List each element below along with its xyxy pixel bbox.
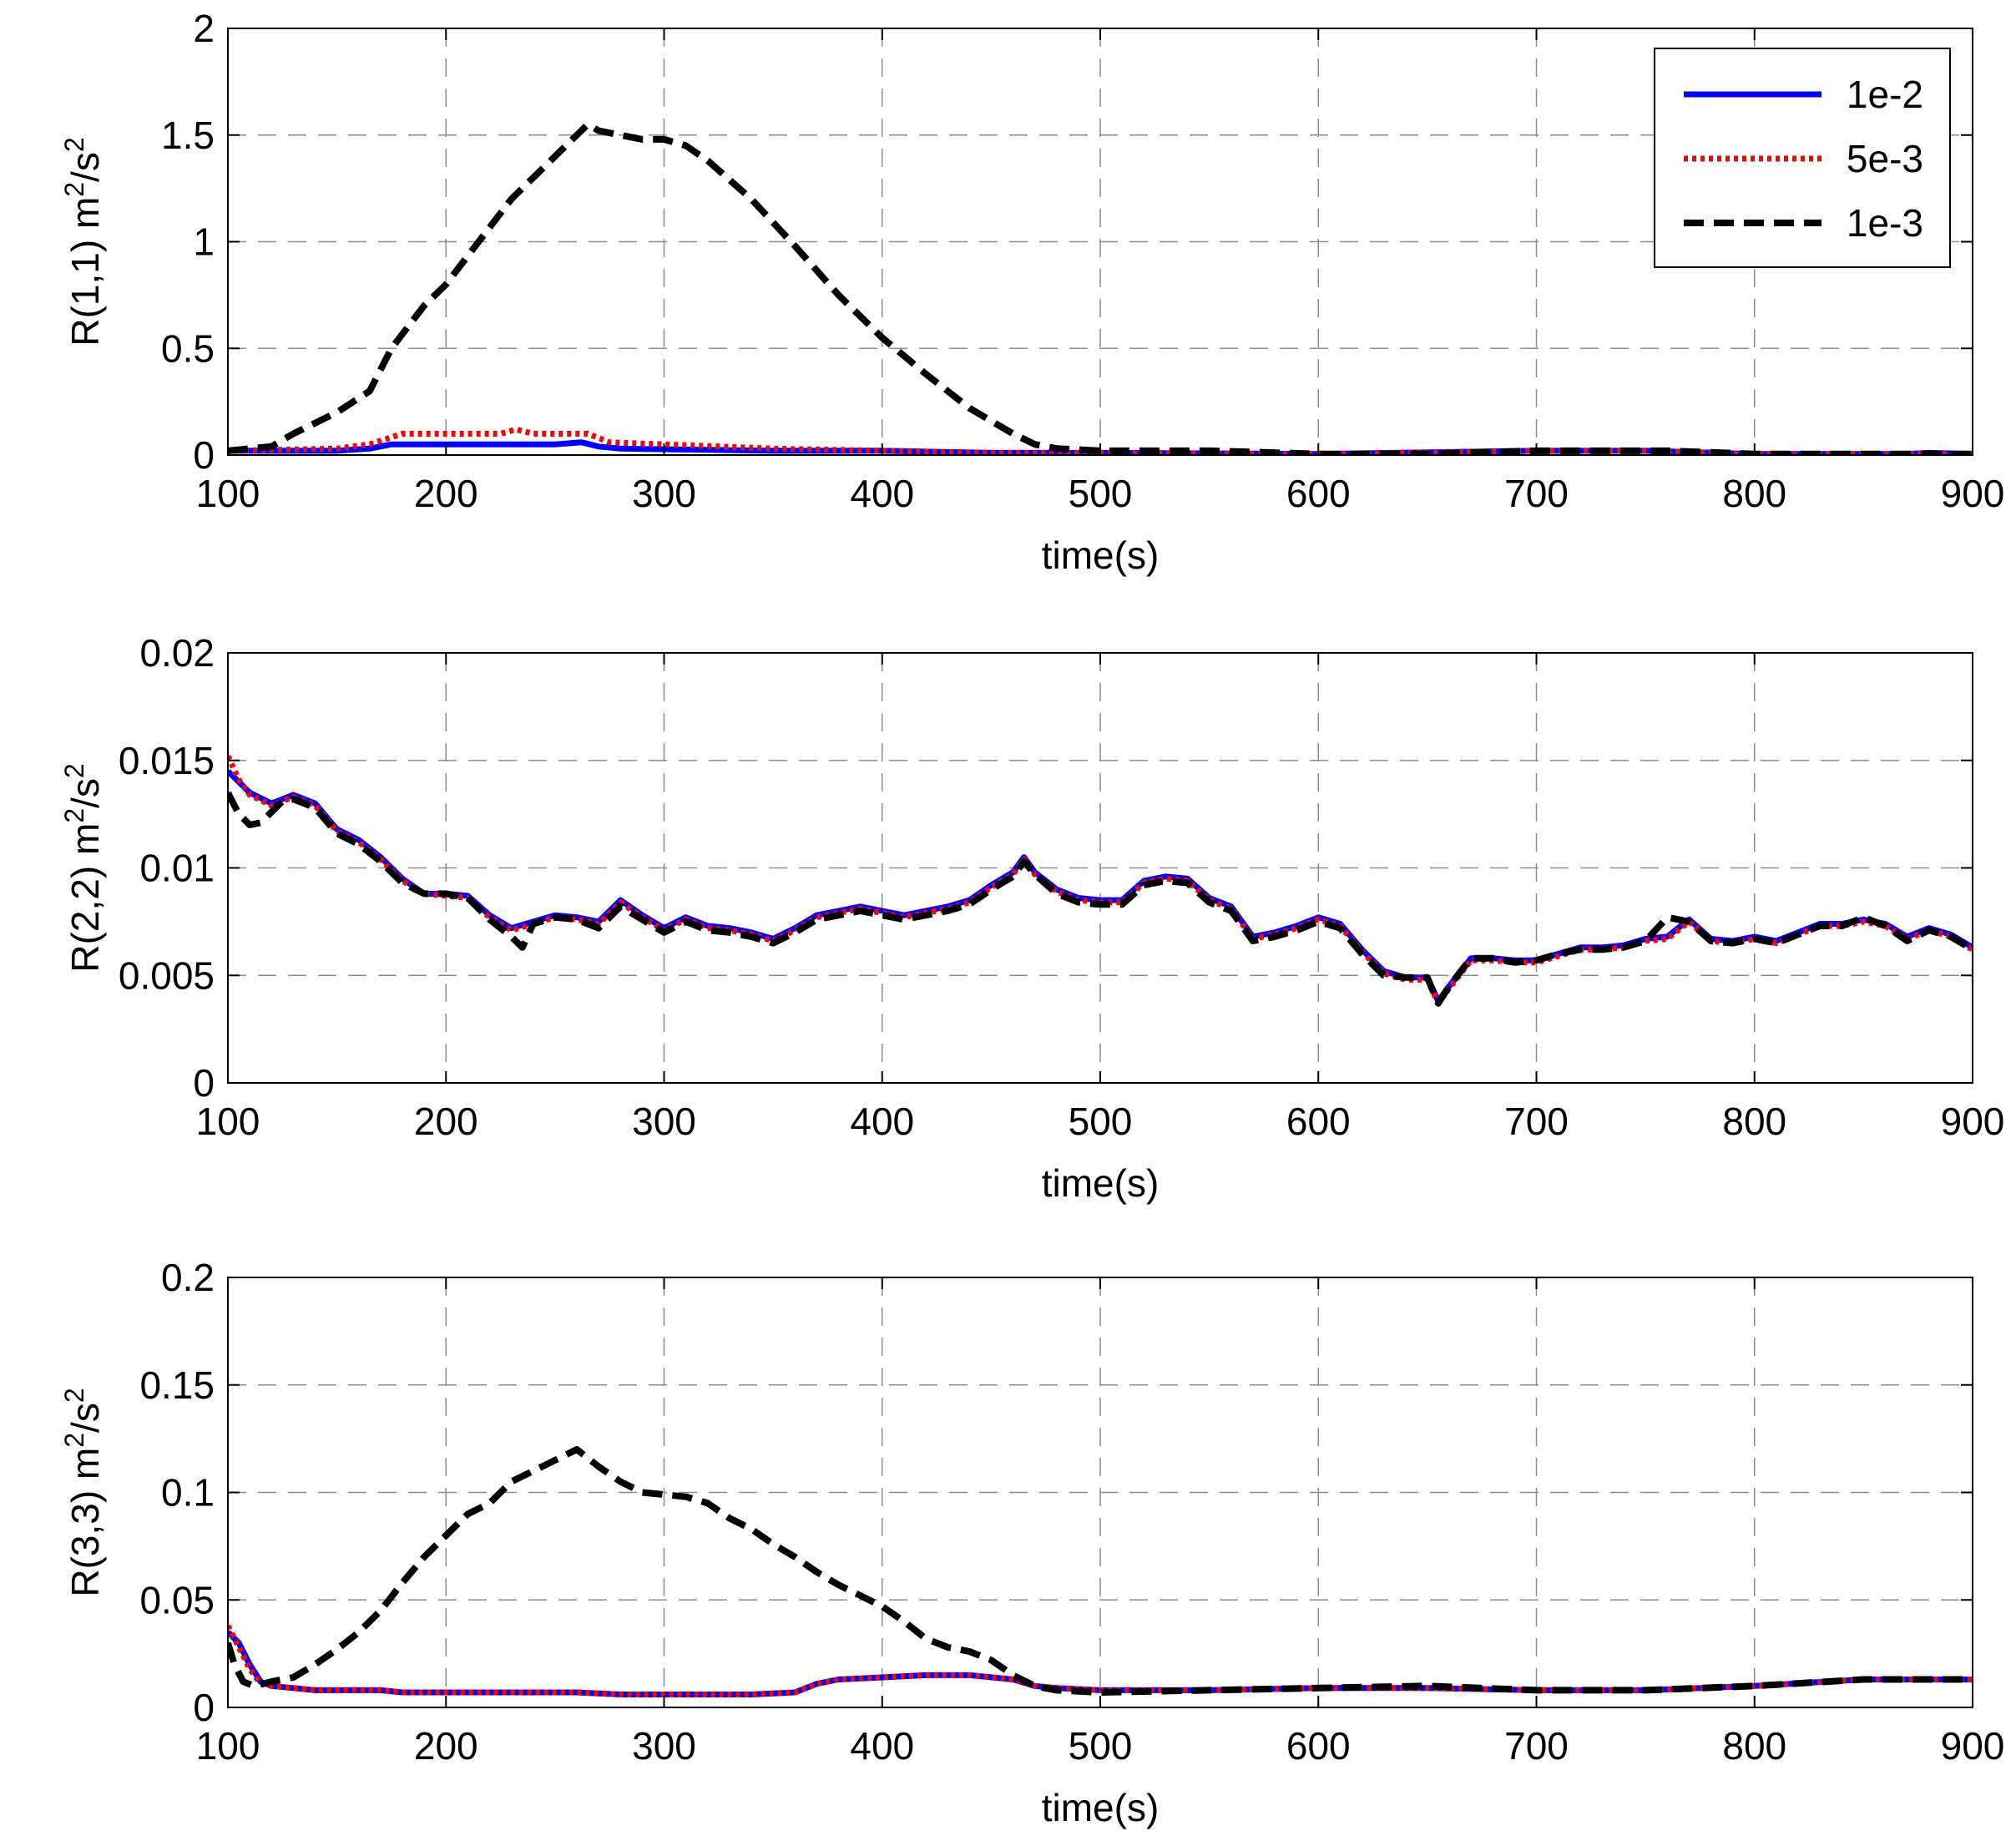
x-axis-label: time(s) — [1042, 1786, 1160, 1829]
y-tick-label: 0.02 — [139, 631, 215, 675]
x-tick-label: 600 — [1286, 1724, 1351, 1768]
y-tick-label: 0.01 — [139, 847, 215, 890]
x-tick-label: 700 — [1504, 1724, 1569, 1768]
chart-1: 100 200 300 400 500 600 700 800 900 0 0.5 1 1.5 2 time… — [59, 7, 2004, 577]
y-label-base: R(1,1) m — [63, 197, 107, 346]
x-tick-label: 800 — [1722, 1100, 1786, 1143]
x-tick-label: 200 — [414, 1100, 478, 1143]
y-tick-label: 0.05 — [139, 1578, 215, 1621]
x-tick-label: 900 — [1941, 472, 2005, 515]
series-group — [228, 755, 1973, 1007]
x-tick-label: 800 — [1722, 472, 1786, 515]
x-tick-label: 100 — [196, 472, 260, 515]
y-label-exp: 2 — [59, 1388, 89, 1403]
y-tick-label: 0.005 — [119, 953, 215, 997]
y-label-exp: 2 — [59, 1433, 89, 1448]
legend-label: 1e-3 — [1847, 201, 1923, 245]
x-tick-label: 800 — [1722, 1724, 1786, 1768]
x-tick-label: 500 — [1069, 1724, 1133, 1768]
series-line-1e-3 — [228, 121, 1973, 455]
x-tick-label: 900 — [1941, 1100, 2005, 1143]
y-tick-label: 0.015 — [119, 739, 215, 782]
series-line-1e-3 — [228, 1446, 1973, 1696]
x-tick-label: 600 — [1286, 1100, 1351, 1143]
y-tick-label: 0 — [193, 433, 215, 477]
x-tick-label: 400 — [850, 1724, 914, 1768]
y-tick-label: 0.15 — [139, 1363, 215, 1407]
x-tick-label: 700 — [1504, 1100, 1569, 1143]
x-tick-label: 500 — [1069, 1100, 1133, 1143]
y-label-mid: /s — [63, 152, 107, 182]
x-tick-label: 300 — [632, 1724, 696, 1768]
chart-3: 100 200 300 400 500 600 700 800 900 0 0.05 0.1 0.15 0… — [59, 1256, 2004, 1829]
legend: 1e-2 5e-3 1e-3 — [1654, 48, 1951, 268]
y-tick-label: 2 — [193, 7, 215, 50]
y-label-base: R(2,2) m — [63, 823, 107, 973]
x-tick-label: 300 — [632, 472, 696, 515]
legend-label: 5e-3 — [1847, 137, 1923, 180]
x-tick-label: 500 — [1069, 472, 1133, 515]
x-tick-label: 400 — [850, 1100, 914, 1143]
series-line-5e-3 — [228, 426, 1973, 455]
series-line-5e-3 — [228, 755, 1973, 1007]
y-tick-label: 1 — [193, 220, 215, 264]
x-axis-label: time(s) — [1042, 1161, 1160, 1205]
x-tick-label: 200 — [414, 472, 478, 515]
y-tick-label: 0 — [193, 1061, 215, 1105]
x-tick-label: 600 — [1286, 472, 1351, 515]
y-axis-label: R(3,3) m2/s2 — [59, 1388, 107, 1596]
y-label-base: R(3,3) m — [63, 1448, 107, 1597]
y-axis-label: R(1,1) m2/s2 — [59, 137, 107, 346]
chart-2: 100 200 300 400 500 600 700 800 900 0 0.005 0.01 0.0… — [59, 631, 2004, 1205]
y-label-exp: 2 — [59, 808, 89, 823]
x-tick-label: 400 — [850, 472, 914, 515]
x-tick-label: 300 — [632, 1100, 696, 1143]
y-label-exp: 2 — [59, 763, 89, 778]
y-tick-label: 0.1 — [161, 1471, 215, 1515]
series-line-1e-3 — [228, 791, 1973, 1007]
y-label-mid: /s — [63, 1403, 107, 1433]
y-label-exp: 2 — [59, 137, 89, 152]
y-label-mid: /s — [63, 778, 107, 808]
x-tick-label: 200 — [414, 1724, 478, 1768]
legend-label: 1e-2 — [1847, 73, 1923, 116]
series-group — [228, 1446, 1973, 1697]
y-tick-label: 0.5 — [161, 326, 215, 370]
y-tick-label: 0 — [193, 1686, 215, 1729]
grid — [228, 1277, 1973, 1707]
x-axis-label: time(s) — [1042, 534, 1160, 577]
x-tick-label: 700 — [1504, 472, 1569, 515]
y-axis-label: R(2,2) m2/s2 — [59, 763, 107, 972]
grid — [228, 653, 1973, 1083]
y-tick-label: 0.2 — [161, 1256, 215, 1299]
x-tick-label: 100 — [196, 1724, 260, 1768]
y-tick-label: 1.5 — [161, 114, 215, 157]
x-tick-label: 100 — [196, 1100, 260, 1143]
y-label-exp: 2 — [59, 182, 89, 197]
x-tick-label: 900 — [1941, 1724, 2005, 1768]
